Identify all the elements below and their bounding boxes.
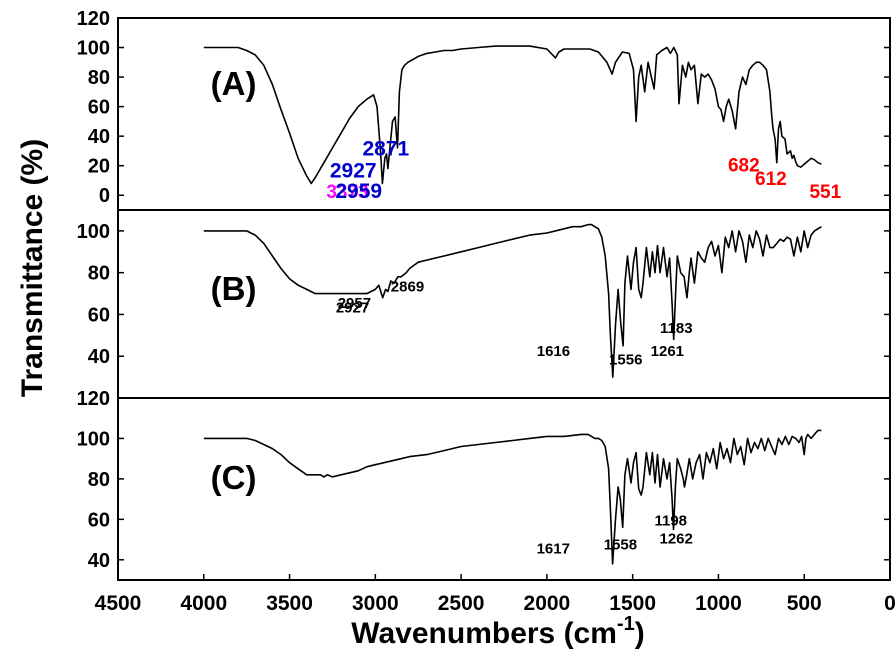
x-tick-label: 1000 — [695, 592, 742, 615]
y-tick-label: 80 — [88, 263, 110, 285]
peak-annotation: 1617 — [537, 541, 570, 558]
y-tick-label: 60 — [88, 97, 110, 119]
x-axis: 4500 4000 3500 3000 2500 2000 1500 1000 500 0 — [95, 574, 895, 615]
peak-annotation: 2927 — [336, 299, 369, 316]
x-tick-label: 500 — [787, 592, 822, 615]
panel-label: (A) — [211, 65, 257, 102]
x-tick-label: 3500 — [266, 592, 313, 615]
y-tick-label: 40 — [88, 550, 110, 572]
panel-2: 40 60 80 100 120 (C) 1617 1558 1262 1198 — [77, 388, 891, 581]
spectrum-line — [203, 429, 822, 565]
peak-annotation: 1616 — [537, 343, 570, 360]
y-tick-label: 20 — [88, 156, 110, 178]
peak-annotation: 1556 — [609, 352, 642, 369]
y-axis-title: Transmittance (%) — [16, 139, 49, 397]
y-tick-label: 60 — [88, 304, 110, 326]
y-tick-label: 100 — [77, 38, 110, 60]
peak-annotation: 2869 — [391, 278, 424, 295]
y-tick-label: 80 — [88, 469, 110, 491]
y-tick-label: 0 — [99, 185, 110, 207]
peak-annotation: 3373 — [326, 182, 368, 203]
peak-annotation: 1198 — [654, 512, 687, 529]
x-tick-label: 3000 — [352, 592, 399, 615]
peak-annotation: 2959 — [335, 180, 382, 203]
peak-annotation: 551 — [809, 182, 841, 203]
peak-annotation: 2871 — [362, 137, 409, 160]
x-tick-label: 4500 — [95, 592, 142, 615]
peak-annotation: 2927 — [330, 160, 377, 183]
peak-annotation: 1261 — [651, 343, 684, 360]
panel-frame — [117, 397, 891, 581]
y-tick-label: 120 — [77, 388, 110, 410]
y-tick-label: 40 — [88, 346, 110, 368]
peak-annotation: 2957 — [338, 295, 371, 312]
panels-layer: 020406080100120(A)3373295929272871682612… — [77, 8, 891, 581]
peak-annotation: 1558 — [604, 537, 637, 554]
peak-annotation: 612 — [755, 169, 787, 190]
y-tick-label: 40 — [88, 126, 110, 148]
y-tick-label: 120 — [77, 8, 110, 30]
y-tick-label: 60 — [88, 509, 110, 531]
x-axis-title: Wavenumbers (cm-1) — [351, 613, 644, 650]
spectrum-line — [203, 223, 822, 378]
panel-label: (C) — [211, 459, 257, 496]
x-tick-label: 1500 — [609, 592, 656, 615]
x-axis-title-close: ) — [635, 617, 645, 650]
panel-label: (B) — [211, 270, 257, 307]
x-axis-title-main: Wavenumbers (cm — [351, 617, 617, 650]
x-tick-label: 4000 — [180, 592, 227, 615]
x-tick-label: 0 — [884, 592, 895, 615]
peak-annotation: 1262 — [659, 531, 692, 548]
x-axis-title-superscript: -1 — [617, 613, 635, 635]
y-tick-label: 100 — [77, 221, 110, 243]
peak-annotation: 682 — [728, 156, 760, 177]
x-tick-label: 2500 — [438, 592, 485, 615]
peak-annotation: 1183 — [660, 320, 693, 337]
spectrum-line — [203, 45, 822, 185]
y-tick-label: 80 — [88, 67, 110, 89]
y-tick-label: 100 — [77, 428, 110, 450]
x-tick-label: 2000 — [524, 592, 571, 615]
